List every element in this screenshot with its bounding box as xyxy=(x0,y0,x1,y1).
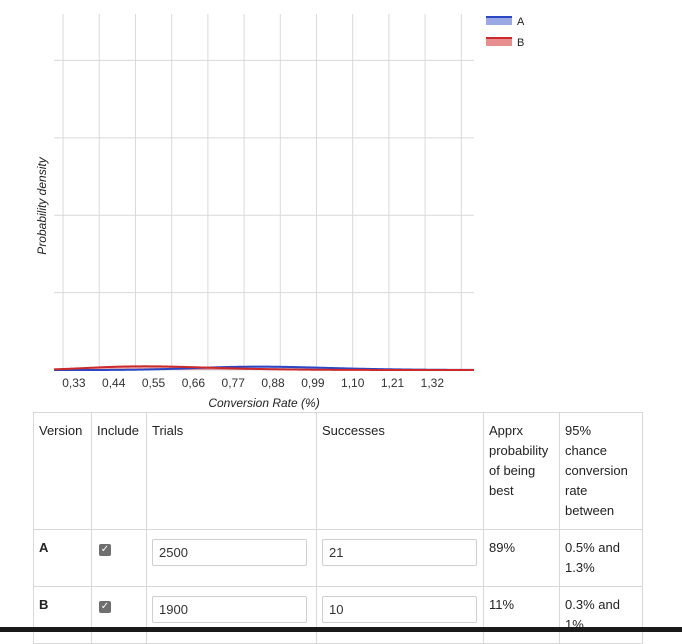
x-tick-label: 0,99 xyxy=(301,376,325,390)
table-row: B ✓ 11% 0.3% and 1% xyxy=(33,586,643,644)
header-ci-line: between xyxy=(565,503,615,518)
x-tick-label: 1,21 xyxy=(381,376,405,390)
x-tick-label: 0,33 xyxy=(62,376,86,390)
table-row: A ✓ 89% 0.5% and 1.3% xyxy=(33,529,643,587)
x-tick-label: 0,44 xyxy=(102,376,126,390)
header-ci-line: 95% xyxy=(565,423,592,438)
version-cell: A xyxy=(33,529,92,587)
header-prob-line: of being xyxy=(489,463,536,478)
header-ci-line: chance xyxy=(565,443,607,458)
x-tick-label: 1,10 xyxy=(341,376,365,390)
bottom-divider xyxy=(0,627,682,632)
ci-line: 0.3% and xyxy=(565,597,620,612)
successes-input[interactable] xyxy=(322,596,477,623)
chart: 0,33 0,44 0,55 0,66 0,77 0,88 0,99 1,10 1,21 1,32… xyxy=(35,14,525,410)
legend-swatch-b xyxy=(486,38,512,46)
x-tick-label: 0,77 xyxy=(222,376,246,390)
header-confidence-interval: 95% chance conversion rate between xyxy=(559,412,643,530)
probability-cell: 11% xyxy=(483,586,560,644)
series-line-b xyxy=(53,365,474,371)
include-checkbox[interactable]: ✓ xyxy=(99,601,111,613)
chart-lines xyxy=(53,365,474,371)
x-axis-ticks: 0,33 0,44 0,55 0,66 0,77 0,88 0,99 1,10 1,21 1,32 xyxy=(62,376,444,390)
probability-cell: 89% xyxy=(483,529,560,587)
y-axis-title: Probability density xyxy=(35,156,49,254)
trials-cell xyxy=(146,529,317,587)
header-prob-line: best xyxy=(489,483,514,498)
x-axis-title: Conversion Rate (%) xyxy=(208,396,319,410)
legend-swatch-a xyxy=(486,17,512,25)
trials-cell xyxy=(146,586,317,644)
trials-input[interactable] xyxy=(152,596,307,623)
header-version: Version xyxy=(33,412,92,530)
header-ci-line: rate xyxy=(565,483,588,498)
x-tick-label: 1,32 xyxy=(421,376,445,390)
include-cell: ✓ xyxy=(91,586,147,644)
ci-cell: 0.3% and 1% xyxy=(559,586,643,644)
include-checkbox[interactable]: ✓ xyxy=(99,544,111,556)
x-tick-label: 0,55 xyxy=(142,376,166,390)
x-tick-label: 0,88 xyxy=(261,376,285,390)
successes-input[interactable] xyxy=(322,539,477,566)
header-prob-line: Apprx xyxy=(489,423,523,438)
x-tick-label: 0,66 xyxy=(182,376,206,390)
version-cell: B xyxy=(33,586,92,644)
ci-line: 1.3% xyxy=(565,560,595,575)
header-successes: Successes xyxy=(316,412,484,530)
ab-test-table: Version Include Trials Successes Apprx p… xyxy=(33,412,643,644)
include-cell: ✓ xyxy=(91,529,147,587)
successes-cell xyxy=(316,586,484,644)
legend-label-b: B xyxy=(517,37,524,49)
chart-legend: AB xyxy=(486,16,525,49)
header-include: Include xyxy=(91,412,147,530)
trials-input[interactable] xyxy=(152,539,307,566)
chart-grid xyxy=(54,14,474,371)
header-ci-line: conversion xyxy=(565,463,628,478)
header-trials: Trials xyxy=(146,412,317,530)
table-header-row: Version Include Trials Successes Apprx p… xyxy=(33,412,643,530)
legend-label-a: A xyxy=(517,16,525,28)
ci-line: 0.5% and xyxy=(565,540,620,555)
header-prob-line: probability xyxy=(489,443,549,458)
header-probability-best: Apprx probability of being best xyxy=(483,412,560,530)
successes-cell xyxy=(316,529,484,587)
ci-cell: 0.5% and 1.3% xyxy=(559,529,643,587)
